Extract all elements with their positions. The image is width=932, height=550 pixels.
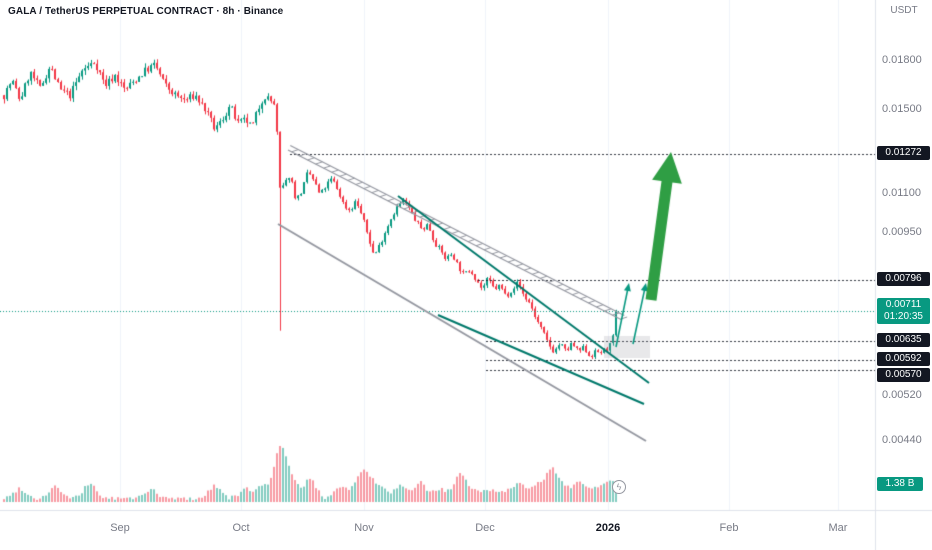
realtime-data-icon[interactable]: ϟ [612,480,626,494]
time-axis[interactable]: Sep Oct Nov Dec 2026 Feb Mar [0,510,932,550]
price-level-badge: 0.00570 [877,368,930,383]
time-axis-label: 2026 [595,522,621,534]
price-axis-tick: 0.01100 [882,186,921,199]
price-axis-tick: 0.01500 [882,103,922,116]
volume-badge: 1.38 B [877,477,923,491]
time-axis-label: Nov [354,522,374,534]
last-price-value: 0.00711 [885,298,922,310]
price-level-badge: 0.01272 [877,145,930,160]
price-axis-tick: 0.00520 [882,389,922,401]
lightning-icon: ϟ [616,482,622,492]
time-axis-label: Oct [232,522,250,534]
time-axis-label: Feb [719,522,739,534]
price-level-badge: 0.00635 [877,333,930,348]
price-level-badge: 0.00796 [877,272,930,287]
bar-countdown: 01:20:35 [884,310,923,322]
symbol-title: GALA / TetherUS PERPETUAL CONTRACT · 8h … [8,6,284,17]
time-axis-label: Dec [475,522,495,534]
price-axis[interactable]: USDT 0.00711 01:20:35 1.38 B 0.01800 0.01… [876,0,932,550]
price-level-badge: 0.00592 [877,352,930,367]
price-axis-tick: 0.01800 [882,54,922,66]
time-axis-label: Sep [110,522,130,534]
currency-label: USDT [890,5,918,16]
last-price-badge: 0.00711 01:20:35 [877,297,930,324]
price-axis-tick: 0.00950 [882,226,922,239]
time-axis-label: Mar [828,522,848,534]
price-axis-tick: 0.00440 [882,434,922,447]
